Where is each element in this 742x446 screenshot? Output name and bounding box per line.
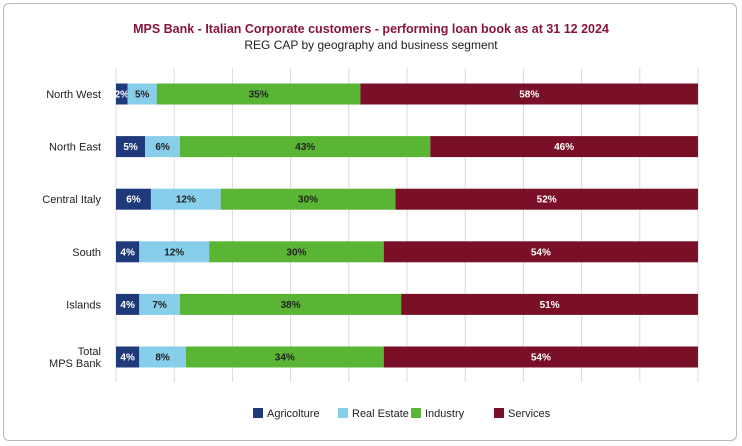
legend-swatch (338, 408, 348, 418)
bar-segment (220, 188, 396, 210)
bar-segment (116, 293, 140, 315)
bar-segment (360, 83, 698, 105)
data-label: 54% (531, 353, 551, 364)
data-label: 8% (155, 353, 170, 364)
data-label: 35% (249, 90, 269, 101)
legend-swatch (411, 408, 421, 418)
legend-swatch (253, 408, 263, 418)
data-label: 2% (115, 90, 130, 101)
bars: 2% 5% 35% 58% 5% 6% 43% 46% 6% 12% 30% 52% 4% 12% 30% 5… (115, 83, 698, 368)
data-label: 52% (537, 195, 557, 206)
bar-segment (116, 346, 140, 368)
bar-segment (383, 241, 698, 263)
category-label: Central Italy (42, 194, 101, 206)
gridlines (115, 68, 699, 382)
chart-frame (3, 3, 737, 441)
data-label: 5% (123, 142, 138, 153)
data-label: 12% (176, 195, 196, 206)
bar-segment (139, 293, 181, 315)
data-label: 34% (275, 353, 295, 364)
bar-segment (127, 83, 157, 105)
data-label: 6% (155, 142, 170, 153)
bar-segment (430, 136, 698, 158)
data-label: 30% (286, 247, 306, 258)
legend: Agricolture Real Estate Industry Services (253, 408, 551, 420)
bar-segment (116, 241, 140, 263)
data-label: 12% (164, 247, 184, 258)
category-label: Islands (66, 299, 101, 311)
bar-segment (116, 188, 151, 210)
data-label: 30% (298, 195, 318, 206)
category-labels: North West North East Central Italy South Is… (42, 89, 101, 370)
bar-segment (395, 188, 698, 210)
bar-segment (116, 83, 128, 105)
data-label: 54% (531, 247, 551, 258)
bar-segment (401, 293, 698, 315)
data-label: 51% (540, 300, 560, 311)
bar-segment (150, 188, 221, 210)
category-label: North West (46, 89, 101, 101)
bar-segment (180, 136, 431, 158)
data-label: 46% (554, 142, 574, 153)
legend-swatch (494, 408, 504, 418)
chart-title: MPS Bank - Italian Corporate customers -… (133, 22, 609, 36)
bar-segment (116, 136, 146, 158)
legend-label: Real Estate (352, 408, 409, 420)
category-label: MPS Bank (49, 358, 101, 370)
data-label: 58% (519, 90, 539, 101)
legend-label: Industry (425, 408, 465, 420)
category-label: Total (78, 346, 101, 358)
data-label: 7% (152, 300, 167, 311)
bar-segment (156, 83, 361, 105)
bar-segment (145, 136, 181, 158)
data-label: 6% (126, 195, 141, 206)
bar-segment (139, 241, 210, 263)
data-label: 4% (120, 353, 135, 364)
data-label: 4% (120, 247, 135, 258)
bar-segment (185, 346, 384, 368)
data-label: 43% (295, 142, 315, 153)
data-label: 5% (135, 90, 150, 101)
bar-segment (139, 346, 186, 368)
data-label: 4% (120, 300, 135, 311)
legend-label: Agricolture (267, 408, 320, 420)
chart-subtitle: REG CAP by geography and business segmen… (244, 38, 498, 52)
bar-segment (209, 241, 384, 263)
data-label: 38% (281, 300, 301, 311)
legend-label: Services (508, 408, 551, 420)
category-label: South (72, 247, 101, 259)
category-label: North East (49, 142, 101, 154)
bar-segment (180, 293, 402, 315)
bar-segment (383, 346, 698, 368)
